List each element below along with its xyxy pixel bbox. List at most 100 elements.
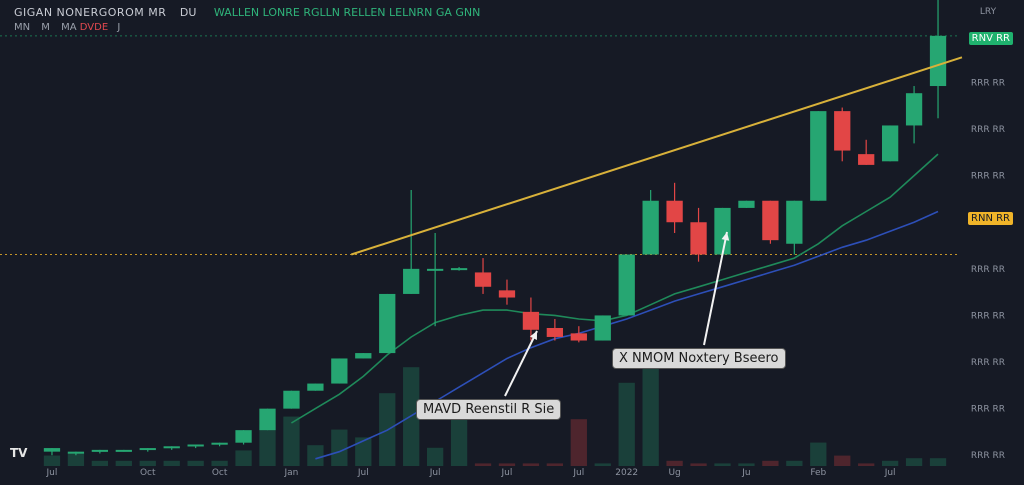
symbol-name[interactable]: GIGAN NONERGOROM MR: [14, 6, 167, 19]
volume-bar: [594, 463, 611, 466]
candle: [570, 326, 587, 343]
callout-right: X NMOM Noxtery Bseero: [612, 348, 786, 369]
candle-body: [810, 111, 827, 201]
x-tick-label: Ug: [668, 468, 680, 478]
volume-bar: [139, 460, 156, 466]
candle: [522, 297, 540, 341]
candle-body: [403, 268, 420, 294]
candle-body: [211, 442, 228, 445]
candle-body: [762, 200, 779, 241]
candle: [594, 315, 611, 341]
arrow-head: [529, 331, 537, 340]
candle: [115, 449, 132, 452]
candle: [618, 254, 635, 316]
volume-bar: [115, 460, 132, 466]
ohlc-values: WALLEN LONRE RGLLN RELLEN LELNRN GA GNN: [213, 6, 481, 19]
candle-body: [714, 207, 731, 255]
volume-bar: [881, 460, 899, 466]
volume-bar: [929, 458, 947, 466]
volume-bar: [426, 447, 444, 466]
volume-bar: [474, 463, 492, 466]
candle-body: [115, 449, 132, 452]
x-tick-label: Jul: [884, 468, 896, 478]
candle: [546, 319, 564, 341]
volume-bar: [738, 463, 755, 466]
candle: [331, 358, 348, 384]
arrow-right: [703, 231, 730, 346]
candle: [666, 182, 683, 233]
trendline-layer: [351, 56, 963, 256]
y-tick-label: RRR RR: [971, 451, 1005, 461]
volume-bar: [810, 442, 827, 466]
arrows-layer: [504, 231, 730, 397]
candle-body: [331, 358, 348, 384]
candle: [355, 353, 372, 359]
candle-body: [67, 451, 85, 454]
x-tick-label: Jul: [46, 468, 58, 478]
chart-header: GIGAN NONERGOROM MR DU WALLEN LONRE RGLL…: [14, 6, 480, 19]
x-tick-label: Jul: [501, 468, 513, 478]
candle-body: [834, 111, 851, 151]
volume-bar: [355, 437, 372, 466]
candle-body: [187, 444, 204, 447]
y-tick-label: RRR RR: [971, 405, 1005, 415]
y-tick-label: RRR RR: [971, 265, 1005, 275]
indicator-label[interactable]: MN: [14, 22, 31, 33]
volume-bar: [307, 445, 324, 466]
arrow-left: [504, 330, 538, 397]
volume-bar: [690, 463, 707, 466]
candle-body: [858, 154, 875, 165]
x-tick-label: Ju: [741, 468, 750, 478]
volume-bar: [187, 460, 204, 466]
volume-bar: [714, 463, 731, 466]
indicator-symbol: J: [117, 22, 121, 33]
tradingview-logo-icon[interactable]: TV: [10, 446, 28, 460]
candle-body: [905, 93, 923, 126]
x-tick-label: 2022: [615, 468, 638, 478]
y-tick-label: RRR RR: [971, 358, 1005, 368]
candle-body: [355, 353, 372, 359]
x-tick-label: Jul: [572, 468, 584, 478]
volume-bar: [331, 429, 348, 466]
candle: [259, 408, 276, 431]
volume-bar: [283, 416, 300, 466]
candle: [738, 200, 755, 208]
volume-bar: [450, 406, 468, 466]
candle-body: [426, 268, 444, 271]
arrow-head: [721, 232, 730, 241]
volume-bar: [259, 424, 276, 466]
candle: [187, 444, 204, 449]
candles-layer: [43, 0, 947, 456]
candle: [139, 448, 156, 452]
indicator-ma: MA: [61, 22, 77, 33]
candle: [642, 189, 659, 255]
volume-bar: [546, 463, 564, 466]
arrow-shaft: [504, 330, 538, 397]
volume-bar: [235, 450, 252, 466]
level-price-label: RNN RR: [968, 212, 1013, 225]
candle: [786, 200, 803, 255]
candle: [163, 446, 180, 450]
candle-body: [91, 449, 109, 452]
candle: [474, 258, 492, 294]
volume-bar: [163, 460, 180, 466]
candle: [714, 207, 731, 255]
candle-body: [546, 327, 564, 337]
candle: [450, 267, 468, 271]
candle: [929, 0, 947, 119]
volume-bar: [786, 460, 803, 466]
x-tick-label: Jan: [284, 468, 299, 478]
candle-body: [522, 311, 540, 330]
candle: [235, 430, 252, 445]
candle: [91, 449, 109, 454]
candle: [307, 383, 324, 391]
volume-bar: [762, 460, 779, 466]
x-tick-label: Oct: [140, 468, 156, 478]
candle-body: [450, 268, 468, 271]
candle-body: [594, 315, 611, 341]
indicator-negative-value: DVDE: [79, 22, 109, 33]
candle: [67, 451, 85, 456]
x-tick-label: Feb: [810, 468, 826, 478]
interval-label[interactable]: DU: [179, 6, 197, 19]
